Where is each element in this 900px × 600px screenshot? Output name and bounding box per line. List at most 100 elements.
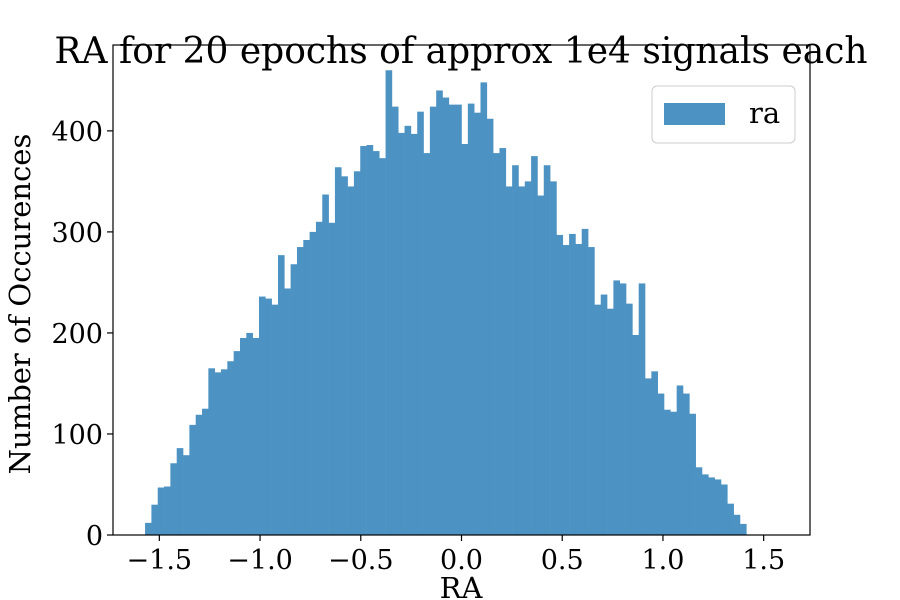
histogram-bar bbox=[575, 244, 583, 535]
x-tick-label: 0.0 bbox=[440, 545, 483, 576]
histogram-bar bbox=[638, 283, 646, 535]
x-tick-label: −1.0 bbox=[227, 545, 293, 576]
histogram-bar bbox=[157, 487, 165, 535]
histogram-bar bbox=[391, 106, 399, 535]
histogram-bar bbox=[164, 486, 171, 535]
histogram-bar bbox=[474, 112, 481, 535]
histogram-bar bbox=[334, 167, 342, 535]
histogram-bar bbox=[486, 118, 494, 535]
histogram-bar bbox=[328, 222, 336, 535]
histogram-bar bbox=[588, 247, 595, 535]
histogram-bar bbox=[455, 104, 462, 536]
histogram-bar bbox=[613, 280, 621, 535]
histogram-bar bbox=[271, 304, 279, 535]
histogram-bar bbox=[240, 337, 247, 535]
histogram-bar bbox=[258, 296, 266, 535]
histogram-bar bbox=[569, 233, 576, 535]
histogram-bar bbox=[701, 474, 709, 535]
histogram-bar bbox=[619, 283, 627, 535]
histogram-bar bbox=[360, 146, 367, 535]
histogram-bar bbox=[720, 484, 728, 535]
histogram-bar bbox=[543, 165, 551, 536]
histogram-bar bbox=[398, 132, 405, 535]
histogram-bar bbox=[727, 503, 734, 535]
histogram-bar bbox=[176, 448, 184, 535]
histogram-bar bbox=[290, 264, 298, 535]
histogram-bar bbox=[265, 298, 272, 535]
histogram-bar bbox=[651, 371, 658, 535]
histogram-bar bbox=[227, 361, 234, 535]
x-tick-label: −0.5 bbox=[328, 545, 394, 576]
histogram-bar bbox=[353, 171, 361, 536]
histogram-bar bbox=[695, 467, 703, 535]
histogram-bar bbox=[221, 369, 228, 535]
x-axis-label: RA bbox=[440, 571, 484, 600]
histogram-bar bbox=[467, 103, 475, 535]
histogram-bar bbox=[607, 308, 614, 535]
histogram-bar bbox=[626, 303, 633, 535]
y-axis-ticks: 0 100 200 300 400 bbox=[51, 117, 113, 552]
histogram-bar bbox=[189, 424, 196, 535]
histogram-bar bbox=[195, 414, 203, 535]
chart-title: RA for 20 epochs of approx 1e4 signals e… bbox=[54, 31, 867, 72]
histogram-bar bbox=[246, 332, 253, 535]
histogram-bar bbox=[404, 125, 412, 535]
legend: ra bbox=[651, 85, 796, 144]
histogram-bar bbox=[594, 304, 602, 535]
histogram-bar bbox=[252, 337, 260, 535]
histogram-bar bbox=[708, 477, 715, 535]
histogram-bar bbox=[632, 334, 639, 535]
histogram-bar bbox=[417, 111, 424, 536]
histogram-bar bbox=[170, 463, 178, 535]
legend-swatch bbox=[664, 103, 725, 125]
histogram-bar bbox=[423, 153, 431, 535]
histogram-bar bbox=[202, 408, 209, 535]
histogram-bar bbox=[429, 106, 437, 535]
y-tick-label: 100 bbox=[51, 420, 103, 451]
histogram-bar bbox=[664, 409, 671, 535]
histogram-bar bbox=[499, 148, 507, 536]
histogram-bar bbox=[277, 255, 285, 535]
histogram-bar bbox=[689, 413, 696, 535]
histogram-bar bbox=[480, 82, 488, 535]
histogram-bar bbox=[556, 234, 564, 535]
histogram-bar bbox=[347, 186, 355, 535]
x-tick-label: 1.5 bbox=[742, 545, 785, 576]
histogram-bar bbox=[183, 455, 190, 535]
histogram-bar bbox=[151, 504, 159, 535]
histogram-bar bbox=[372, 151, 380, 535]
histogram-bar bbox=[531, 156, 538, 535]
histogram-bar bbox=[208, 368, 215, 535]
legend-label: ra bbox=[749, 96, 780, 130]
y-tick-label: 400 bbox=[51, 117, 103, 148]
histogram-bar bbox=[436, 90, 443, 536]
histogram-bar bbox=[562, 245, 570, 536]
histogram-bar bbox=[385, 70, 393, 535]
histogram-bar bbox=[315, 221, 323, 536]
histogram-bar bbox=[448, 104, 456, 536]
x-tick-label: 0.5 bbox=[541, 545, 584, 576]
x-axis-ticks: −1.5 −1.0 −0.5 0.0 0.5 1.0 1.5 bbox=[127, 535, 785, 576]
y-axis-label: Number of Occurences bbox=[3, 134, 37, 475]
histogram-bar bbox=[410, 133, 418, 535]
histogram-bar bbox=[733, 514, 741, 535]
histogram-bar bbox=[322, 194, 329, 535]
histogram-bar bbox=[645, 378, 652, 535]
histogram-bar bbox=[739, 523, 747, 535]
histogram-bar bbox=[537, 195, 545, 536]
histogram-bar bbox=[296, 247, 304, 535]
histogram-bar bbox=[581, 228, 589, 535]
histogram-bar bbox=[512, 165, 519, 536]
histogram-bar bbox=[683, 393, 690, 535]
histogram-bar bbox=[524, 181, 532, 535]
histogram-bar bbox=[676, 385, 684, 535]
histogram-bar bbox=[657, 393, 665, 535]
histogram-bar bbox=[309, 231, 317, 535]
plot-area: −1.5 −1.0 −0.5 0.0 0.5 1.0 1.5 0 100 200 300 400 bbox=[51, 44, 811, 576]
histogram-bar bbox=[366, 145, 374, 535]
bars-group bbox=[145, 70, 747, 536]
histogram-bar bbox=[714, 479, 722, 535]
histogram-bar bbox=[214, 372, 222, 535]
histogram-bar bbox=[600, 294, 608, 535]
